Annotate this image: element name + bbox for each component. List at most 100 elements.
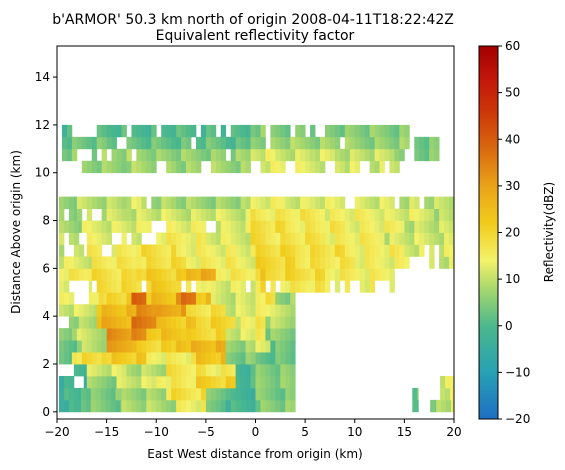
- reflectivity-cell: [161, 136, 167, 150]
- reflectivity-cell: [349, 160, 356, 174]
- reflectivity-cell: [91, 232, 98, 245]
- reflectivity-cell: [399, 208, 405, 221]
- reflectivity-cell: [166, 160, 172, 174]
- reflectivity-cell: [126, 340, 132, 353]
- reflectivity-cell: [166, 220, 172, 233]
- reflectivity-cell: [176, 220, 182, 233]
- reflectivity-cell: [190, 316, 197, 329]
- reflectivity-cell: [205, 196, 212, 209]
- reflectivity-cell: [161, 352, 167, 365]
- reflectivity-cell: [255, 220, 261, 233]
- reflectivity-cell: [429, 244, 435, 257]
- reflectivity-cell: [444, 256, 450, 269]
- reflectivity-cell: [300, 220, 306, 233]
- reflectivity-cell: [240, 232, 246, 245]
- reflectivity-cell: [106, 280, 112, 293]
- reflectivity-cell: [91, 244, 98, 257]
- reflectivity-cell: [305, 208, 311, 221]
- reflectivity-cell: [131, 280, 137, 293]
- reflectivity-cell: [71, 352, 78, 365]
- reflectivity-cell: [78, 244, 85, 257]
- reflectivity-cell: [275, 160, 281, 174]
- reflectivity-cell: [186, 124, 192, 138]
- reflectivity-cell: [436, 399, 442, 413]
- reflectivity-cell: [106, 340, 112, 353]
- reflectivity-cell: [275, 136, 281, 150]
- reflectivity-cell: [250, 399, 256, 413]
- reflectivity-cell: [63, 328, 70, 341]
- reflectivity-cell: [275, 352, 281, 365]
- reflectivity-cell: [285, 399, 291, 413]
- reflectivity-cell: [96, 124, 103, 138]
- reflectivity-cell: [409, 232, 415, 245]
- reflectivity-cell: [220, 160, 227, 174]
- reflectivity-cell: [285, 268, 291, 281]
- reflectivity-cell: [280, 268, 286, 281]
- reflectivity-cell: [151, 292, 157, 305]
- reflectivity-cell: [215, 136, 222, 150]
- reflectivity-cell: [176, 352, 182, 365]
- reflectivity-cell: [344, 244, 351, 257]
- reflectivity-cell: [166, 328, 172, 341]
- reflectivity-cell: [121, 328, 127, 341]
- reflectivity-cell: [389, 220, 395, 233]
- reflectivity-cell: [275, 244, 281, 257]
- reflectivity-cell: [86, 208, 93, 221]
- reflectivity-cell: [320, 196, 326, 209]
- reflectivity-cell: [205, 148, 212, 162]
- reflectivity-cell: [161, 208, 167, 221]
- reflectivity-cell: [225, 292, 232, 305]
- reflectivity-cell: [280, 399, 286, 413]
- reflectivity-cell: [419, 148, 425, 162]
- reflectivity-cell: [166, 304, 172, 317]
- reflectivity-cell: [195, 340, 202, 353]
- reflectivity-cell: [225, 399, 232, 413]
- reflectivity-cell: [399, 232, 405, 245]
- reflectivity-cell: [354, 148, 361, 162]
- reflectivity-cell: [121, 352, 127, 365]
- reflectivity-cell: [205, 136, 212, 150]
- reflectivity-cell: [111, 196, 117, 209]
- reflectivity-cell: [220, 316, 227, 329]
- reflectivity-cell: [265, 304, 271, 317]
- reflectivity-cell: [255, 316, 261, 329]
- reflectivity-cell: [195, 375, 202, 389]
- reflectivity-cell: [329, 232, 336, 245]
- reflectivity-cell: [225, 196, 232, 209]
- reflectivity-cell: [270, 268, 276, 281]
- reflectivity-cell: [176, 268, 182, 281]
- reflectivity-cell: [200, 340, 207, 353]
- reflectivity-cell: [315, 136, 321, 150]
- reflectivity-cell: [290, 208, 296, 221]
- reflectivity-cell: [166, 292, 172, 305]
- reflectivity-cell: [141, 375, 147, 389]
- reflectivity-cell: [369, 220, 375, 233]
- reflectivity-cell: [146, 340, 152, 353]
- reflectivity-cell: [275, 304, 281, 317]
- reflectivity-cell: [176, 148, 182, 162]
- reflectivity-cell: [131, 160, 137, 174]
- reflectivity-cell: [235, 340, 242, 353]
- reflectivity-cell: [146, 160, 152, 174]
- reflectivity-cell: [156, 316, 162, 329]
- reflectivity-cell: [61, 148, 68, 162]
- reflectivity-cell: [315, 220, 321, 233]
- reflectivity-cell: [190, 124, 197, 138]
- reflectivity-cell: [136, 244, 142, 257]
- reflectivity-cell: [384, 208, 390, 221]
- reflectivity-cell: [235, 364, 242, 377]
- reflectivity-cell: [270, 364, 276, 377]
- reflectivity-cell: [156, 196, 162, 209]
- reflectivity-cell: [374, 232, 380, 245]
- reflectivity-cell: [106, 124, 112, 138]
- reflectivity-cell: [121, 316, 127, 329]
- reflectivity-cell: [245, 256, 251, 269]
- reflectivity-cell: [419, 244, 425, 257]
- reflectivity-cell: [151, 124, 157, 138]
- reflectivity-cell: [285, 148, 291, 162]
- reflectivity-cell: [394, 148, 400, 162]
- reflectivity-cell: [200, 364, 207, 377]
- reflectivity-cell: [240, 387, 246, 401]
- reflectivity-cell: [116, 196, 122, 209]
- reflectivity-cell: [76, 136, 83, 150]
